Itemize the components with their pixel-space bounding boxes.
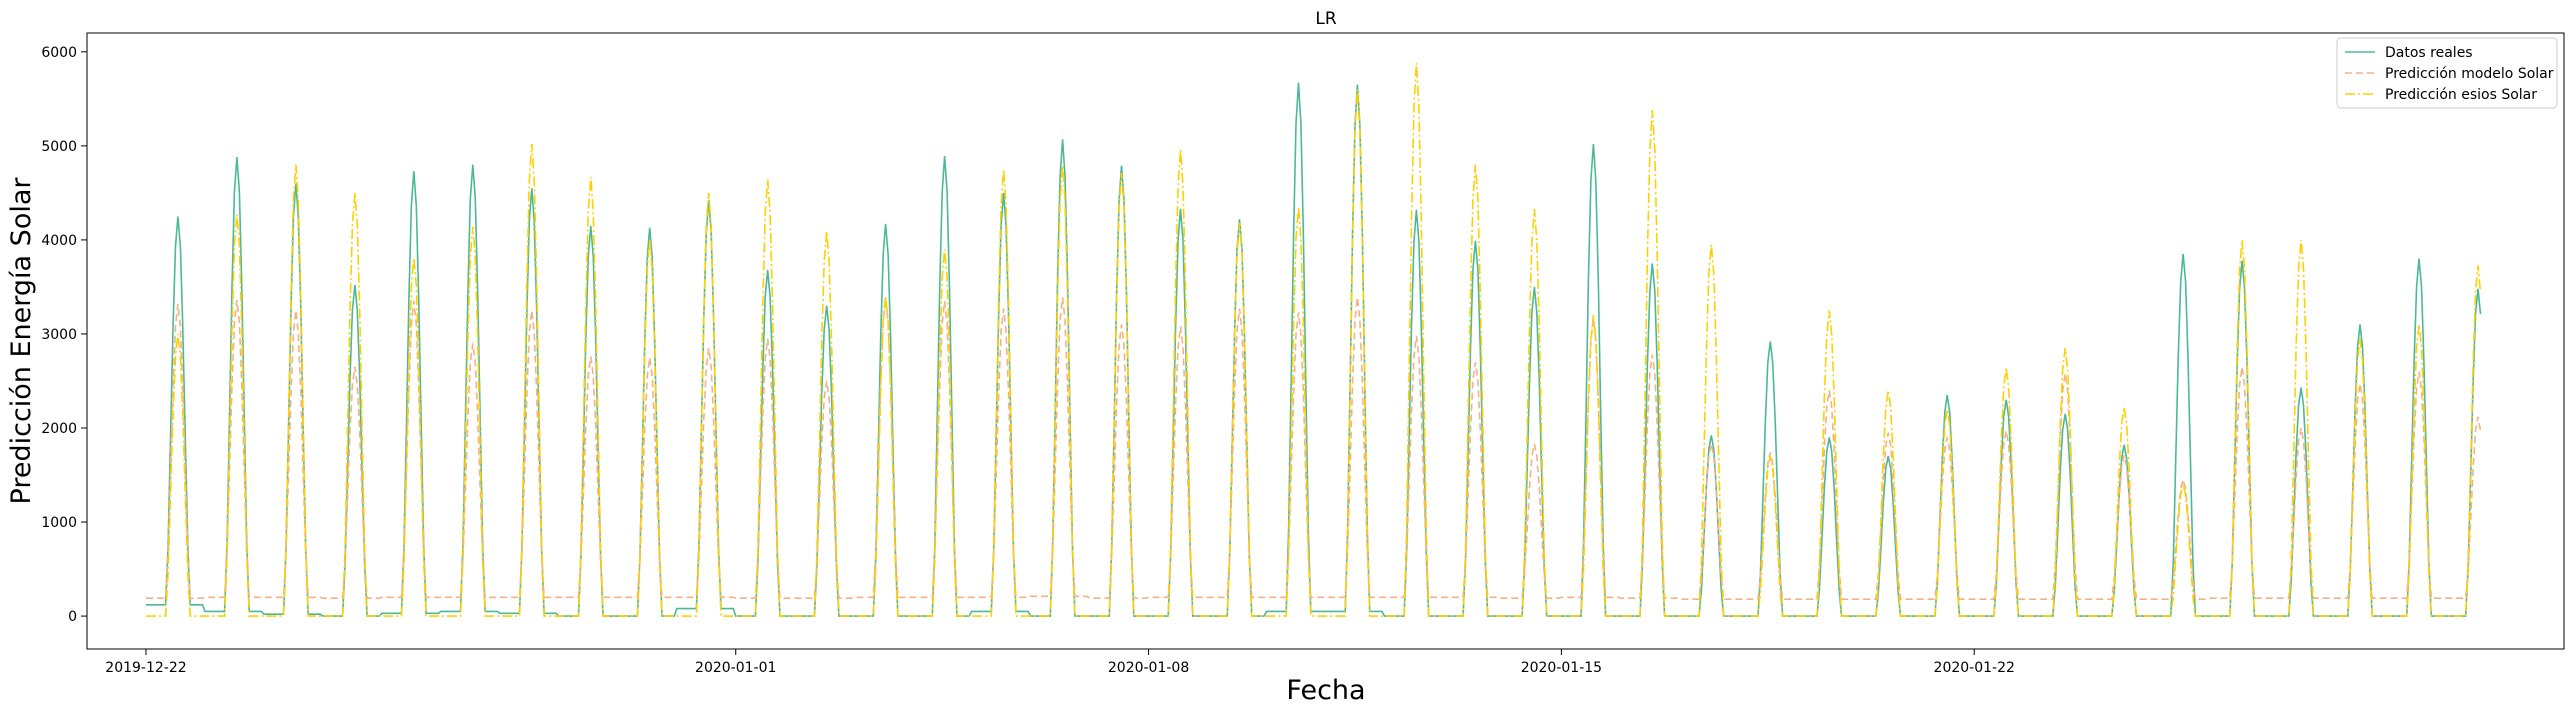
y-tick-label: 2000 [41, 421, 77, 437]
y-axis-ticks: 0 1000 2000 3000 4000 5000 6000 [41, 45, 87, 625]
series-line-3 [146, 63, 2482, 617]
plot-frame [86, 32, 2565, 650]
y-tick-label: 0 [68, 609, 77, 625]
y-tick-label: 5000 [41, 139, 77, 155]
series-line-2 [146, 297, 2482, 600]
x-axis-ticks: 2019-12-22 2020-01-01 2020-01-08 2020-01-15… [105, 649, 2015, 676]
x-tick-label: 2020-01-15 [1521, 660, 1602, 676]
y-axis-label: Predicción Energía Solar [6, 177, 37, 505]
legend-entry: Predicción modelo Solar [2385, 66, 2554, 82]
legend-box [2336, 37, 2558, 109]
legend-entry: Predicción esios Solar [2385, 87, 2537, 103]
x-tick-label: 2020-01-01 [695, 660, 776, 676]
y-tick-label: 4000 [41, 233, 77, 249]
y-tick-label: 3000 [41, 327, 77, 343]
x-tick-label: 2019-12-22 [105, 660, 186, 676]
y-tick-label: 1000 [41, 515, 77, 531]
chart-title: LR [1315, 9, 1336, 29]
x-tick-label: 2020-01-08 [1108, 660, 1189, 676]
legend: Datos reales Predicción modelo Solar Predi… [2336, 37, 2558, 109]
legend-entry: Datos reales [2385, 45, 2473, 61]
series-layer [146, 63, 2482, 617]
x-axis-label: Fecha [1286, 675, 1365, 706]
x-tick-label: 2020-01-22 [1934, 660, 2015, 676]
y-tick-label: 6000 [41, 45, 77, 61]
